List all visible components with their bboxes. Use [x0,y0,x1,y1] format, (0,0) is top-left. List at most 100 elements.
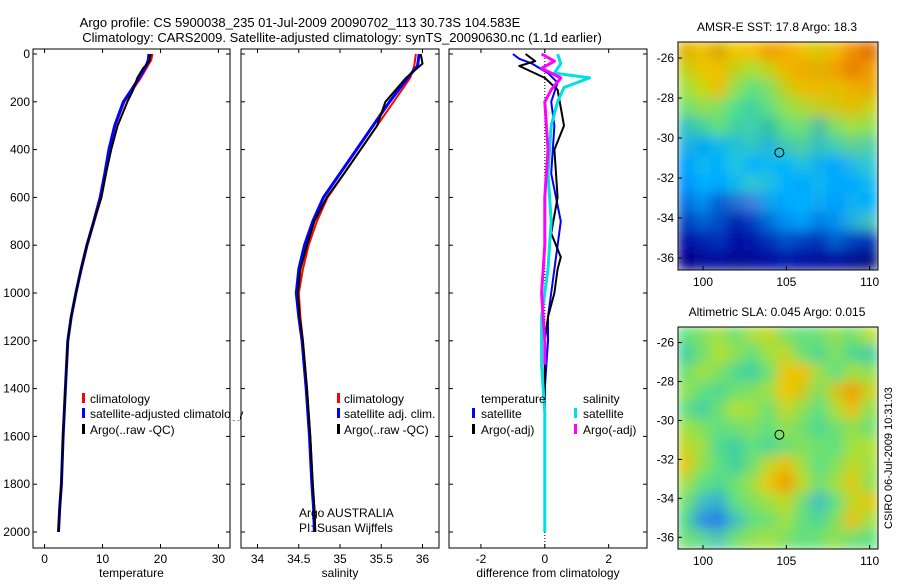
heatmap-cell [860,400,878,421]
heatmap-cell [793,529,813,549]
heatmap-cell [793,136,813,157]
heatmap-cell [743,511,763,532]
y-tick-label: 1000 [3,286,30,300]
heatmap-cell [710,250,729,270]
heatmap-cell [710,212,729,233]
legend-label-satellite: satellite adj. clim. [344,407,435,421]
x-tick-label: 20 [154,552,168,566]
heatmap-cell [810,363,829,384]
heatmap-cell [760,474,779,495]
heatmap-cell [678,250,696,270]
heatmap-cell [860,344,878,365]
heatmap-cell [743,363,763,384]
heatmap-cell [693,529,713,549]
heatmap-cell [827,492,846,513]
heatmap-cell [843,363,863,384]
heatmap-cell [843,492,863,513]
heatmap-cell [793,511,813,532]
temperature-chart: 0 10 20 30 temperature 0 200 400 600 800 1000 1200 1… [3,47,230,580]
heatmap-cell [693,344,713,365]
heatmap-cell [777,98,796,119]
annotation-pi: PI: Susan Wijffels [299,521,393,535]
y-tick-label: -30 [657,131,675,145]
heatmap-cell [743,381,763,402]
heatmap-cell [860,327,878,347]
heatmap-cell [760,400,779,421]
heatmap-cell [743,437,763,458]
map-frame [677,326,879,550]
y-tick-label: -28 [657,375,675,389]
legend-label-argo: Argo(..raw -QC) [344,423,429,437]
x-tick-label: 35 [333,552,347,566]
heatmap-cell [743,492,763,513]
heatmap-cell [727,79,746,100]
heatmap-cell [727,136,746,157]
heatmap-cell [827,437,846,458]
heatmap-cell [760,511,779,532]
heatmap-cell [843,381,863,402]
heatmap-cell [678,418,696,439]
heatmap-cell [810,492,829,513]
heatmap-cell [743,136,763,157]
heatmap-cell [777,455,796,476]
heatmap-clip [678,327,878,549]
heatmap-cell [710,98,729,119]
heatmap-cell [760,42,779,62]
heatmap-cell [827,474,846,495]
heatmap-cell [678,193,696,214]
heatmap-cell [693,381,713,402]
heatmap-cell [743,418,763,439]
heatmap-cell [777,117,796,138]
heatmap-cell [727,174,746,195]
heatmap-cell [843,418,863,439]
heatmap-cell [843,437,863,458]
heatmap-cell [810,231,829,252]
heatmap-cell [678,344,696,365]
heatmap-cell [710,60,729,81]
heatmap-cell [743,79,763,100]
heatmap-cell [727,98,746,119]
heatmap-cell [827,400,846,421]
heatmap-cell [710,174,729,195]
heatmap-cell [793,437,813,458]
heatmap-cell [678,327,696,347]
heatmap-cell [793,327,813,347]
heatmap-cell [810,344,829,365]
heatmap-cell [827,344,846,365]
heatmap-cell [810,193,829,214]
salinity-plot-area [240,48,440,549]
heatmap-cell [777,136,796,157]
heatmap-cell [760,418,779,439]
heatmap-cell [693,437,713,458]
heatmap-cell [678,492,696,513]
legend-label-climatology: climatology [90,392,150,406]
heatmap-cell [678,437,696,458]
heatmap-cell [743,400,763,421]
heatmap-cell [860,60,878,81]
heatmap-cell [760,79,779,100]
heatmap-cell [777,42,796,62]
heatmap-cell [678,155,696,176]
heatmap-cell [860,363,878,384]
heatmap-cell [777,400,796,421]
heatmap-cell [760,492,779,513]
heatmap-cell [710,418,729,439]
heatmap-cell [693,400,713,421]
heatmap-cell [843,155,863,176]
title-line-1: Argo profile: CS 5900038_235 01-Jul-2009… [80,15,521,30]
heatmap-cell [793,42,813,62]
heatmap-cell [843,98,863,119]
x-tick-label: 36 [416,552,430,566]
heatmap-cell [843,511,863,532]
heatmap-cell [860,511,878,532]
difference-plot-area [448,48,648,549]
heatmap-cell [793,418,813,439]
temperature-legend: climatology satellite-adjusted climatolo… [82,390,243,437]
heatmap-cell [727,155,746,176]
heatmap-cell [678,136,696,157]
heatmap-cell [843,455,863,476]
heatmap-cell [710,474,729,495]
y-tick-label: -26 [657,336,675,350]
legend-label-temp-satellite: satellite [481,407,522,421]
